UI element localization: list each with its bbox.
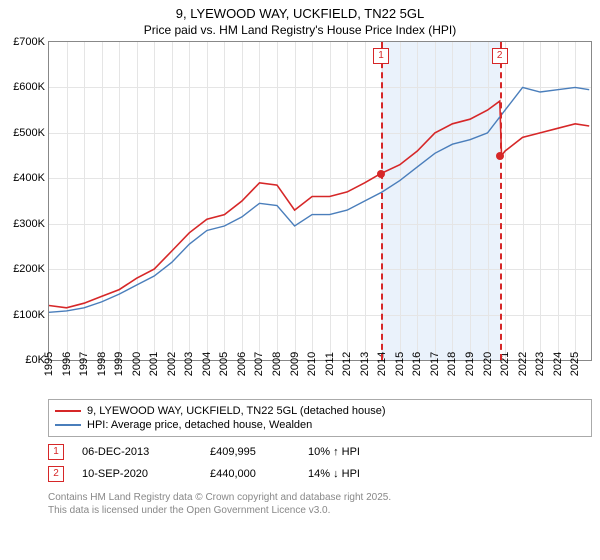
sale-row-price: £409,995 (210, 446, 290, 458)
series-hpi (49, 87, 589, 312)
sale-marker-line (500, 42, 502, 360)
sale-marker-line (381, 42, 383, 360)
legend-box: 9, LYEWOOD WAY, UCKFIELD, TN22 5GL (deta… (48, 399, 592, 437)
sale-row: 1 06-DEC-2013 £409,995 10% ↑ HPI (48, 441, 592, 463)
legend-item: 9, LYEWOOD WAY, UCKFIELD, TN22 5GL (deta… (55, 404, 585, 418)
title-line-1: 9, LYEWOOD WAY, UCKFIELD, TN22 5GL (0, 0, 600, 21)
sale-row-date: 10-SEP-2020 (82, 468, 192, 480)
legend-label: 9, LYEWOOD WAY, UCKFIELD, TN22 5GL (deta… (87, 405, 386, 417)
sale-marker-dot (377, 170, 385, 178)
legend-swatch (55, 424, 81, 426)
line-series-svg (49, 42, 591, 360)
sale-marker-box: 1 (373, 48, 389, 64)
sale-marker-box: 2 (492, 48, 508, 64)
footer-attribution: Contains HM Land Registry data © Crown c… (48, 491, 592, 517)
sale-row-date: 06-DEC-2013 (82, 446, 192, 458)
legend-swatch (55, 410, 81, 412)
sale-row-delta: 14% ↓ HPI (308, 468, 408, 480)
title-line-2: Price paid vs. HM Land Registry's House … (0, 21, 600, 41)
y-axis-tick-label: £700K (13, 36, 45, 48)
sale-row-marker: 1 (48, 444, 64, 460)
y-axis-tick-label: £500K (13, 127, 45, 139)
y-axis-tick-label: £300K (13, 218, 45, 230)
legend-item: HPI: Average price, detached house, Weal… (55, 418, 585, 432)
sale-row-price: £440,000 (210, 468, 290, 480)
chart-plot-area: £0K£100K£200K£300K£400K£500K£600K£700K19… (48, 41, 592, 361)
sale-marker-dot (496, 152, 504, 160)
y-axis-tick-label: £200K (13, 263, 45, 275)
footer-line-1: Contains HM Land Registry data © Crown c… (48, 491, 592, 504)
legend-label: HPI: Average price, detached house, Weal… (87, 419, 312, 431)
series-property (49, 101, 589, 308)
footer-line-2: This data is licensed under the Open Gov… (48, 504, 592, 517)
y-axis-tick-label: £600K (13, 81, 45, 93)
y-axis-tick-label: £400K (13, 172, 45, 184)
sale-row-marker: 2 (48, 466, 64, 482)
y-axis-tick-label: £100K (13, 309, 45, 321)
sale-row: 2 10-SEP-2020 £440,000 14% ↓ HPI (48, 463, 592, 485)
sales-table: 1 06-DEC-2013 £409,995 10% ↑ HPI 2 10-SEP-202… (48, 441, 592, 485)
sale-row-delta: 10% ↑ HPI (308, 446, 408, 458)
